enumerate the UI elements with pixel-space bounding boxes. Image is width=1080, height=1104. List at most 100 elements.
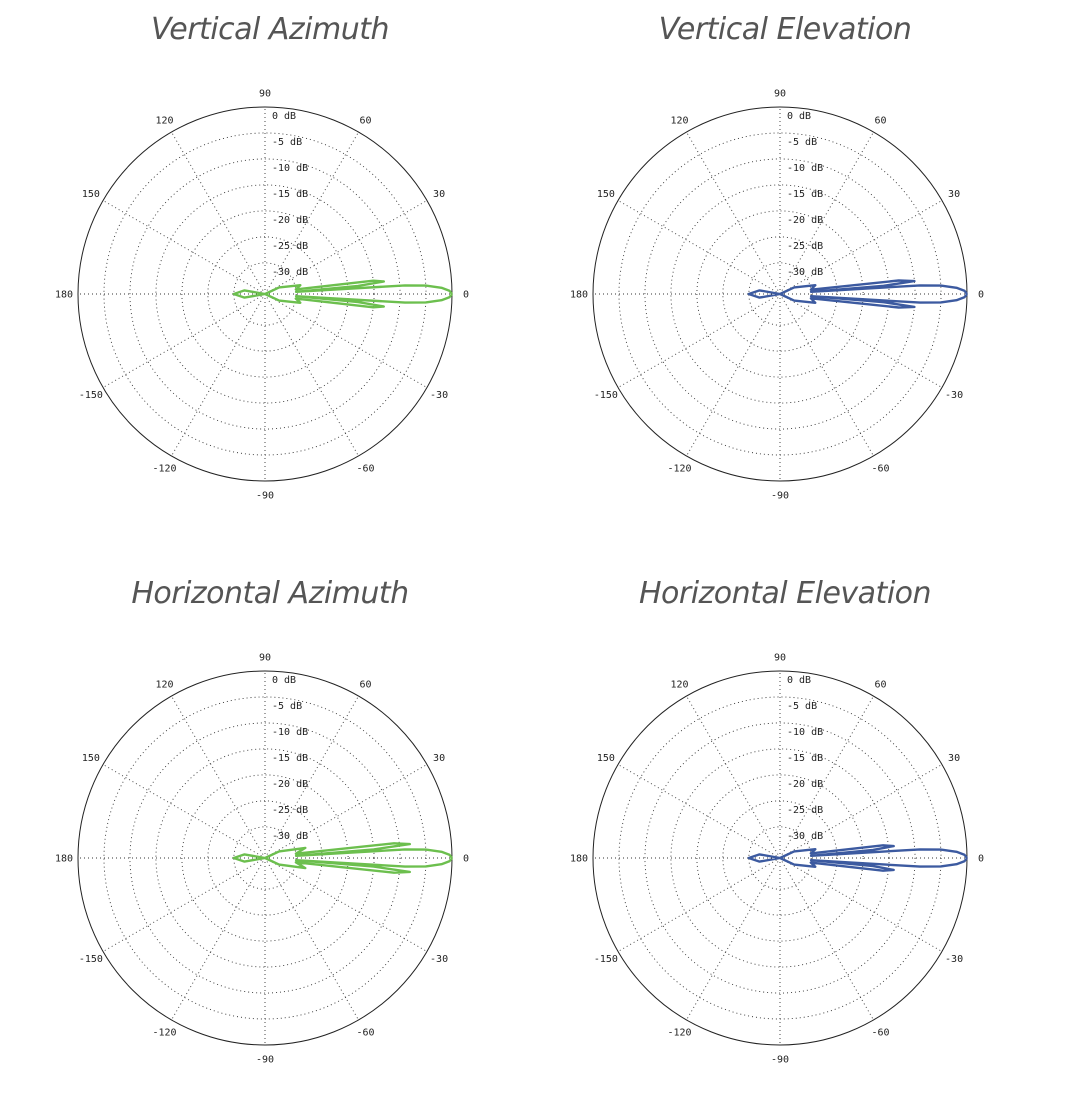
angle-tick-label: 60: [874, 679, 886, 690]
angle-tick-label: 60: [874, 115, 886, 126]
grid-spoke: [617, 293, 781, 388]
radial-tick-label: -5 dB: [272, 137, 302, 148]
grid-ring: [181, 210, 349, 378]
grid-ring: [233, 826, 297, 890]
grid-ring: [207, 800, 323, 916]
radial-tick-label: -30 dB: [787, 267, 823, 278]
radial-tick-label: 0 dB: [272, 675, 296, 686]
grid-spoke: [617, 764, 781, 859]
grid-ring: [233, 262, 297, 326]
grid-spoke: [779, 293, 943, 388]
angle-tick-label: 180: [55, 854, 73, 865]
angle-tick-label: -120: [667, 464, 691, 475]
angle-tick-label: 30: [433, 753, 445, 764]
grid-spoke: [617, 857, 781, 952]
angle-tick-label: -30: [430, 954, 448, 965]
chart-panel-vertical-elevation: Vertical Elevation 90 60 30 0 -30 -60 -90 -120 -…: [515, 0, 1055, 540]
chart-title: Horizontal Elevation: [638, 576, 932, 611]
radial-tick-label: -10 dB: [272, 163, 308, 174]
grid-ring: [722, 236, 838, 352]
radial-tick-label: -30 dB: [272, 267, 308, 278]
grid-spoke: [102, 857, 266, 952]
angle-tick-label: -30: [945, 954, 963, 965]
radial-tick-label: -10 dB: [787, 163, 823, 174]
radial-tick-label: -5 dB: [787, 137, 817, 148]
grid-ring: [644, 722, 916, 994]
grid-spoke: [617, 200, 781, 295]
angle-tick-label: 0: [463, 854, 469, 865]
radial-tick-label: -15 dB: [272, 753, 308, 764]
angle-tick-label: 0: [978, 854, 984, 865]
angle-tick-label: 30: [433, 189, 445, 200]
grid-ring: [722, 800, 838, 916]
polar-chart-vertical-azimuth: 90 60 30 0 -30 -60 -90 -120 -150 180 150 120 0 dB -5 …: [55, 89, 469, 502]
grid-spoke: [686, 695, 781, 859]
angle-tick-label: -60: [356, 1028, 374, 1039]
chart-panel-horizontal-elevation: Horizontal Elevation 90 60 30 0 -30 -60 -90 -12…: [515, 564, 1055, 1104]
grid-spoke: [171, 131, 266, 295]
grid-spoke: [686, 293, 781, 457]
angle-tick-label: -90: [256, 491, 274, 502]
angle-tick-label: 120: [155, 679, 173, 690]
chart-panel-vertical-azimuth: Vertical Azimuth 90 60 30 0 -30 -60 -90 -120 -15…: [0, 0, 540, 540]
angle-tick-label: -30: [430, 390, 448, 401]
angle-tick-label: 150: [597, 189, 615, 200]
angle-tick-label: 90: [774, 653, 786, 664]
grid-ring: [670, 184, 890, 404]
radial-tick-label: -10 dB: [787, 727, 823, 738]
angle-tick-label: -60: [356, 464, 374, 475]
angle-tick-label: 180: [570, 854, 588, 865]
radial-tick-label: 0 dB: [787, 675, 811, 686]
pattern-trace: [747, 844, 968, 872]
angle-tick-label: -120: [667, 1028, 691, 1039]
radial-tick-label: -20 dB: [787, 215, 823, 226]
grid-ring: [207, 236, 323, 352]
grid-spoke: [102, 293, 266, 388]
radial-tick-label: -20 dB: [272, 779, 308, 790]
radial-tick-label: -15 dB: [787, 189, 823, 200]
grid-ring: [155, 184, 375, 404]
pattern-trace: [232, 279, 453, 309]
angle-tick-label: -120: [152, 1028, 176, 1039]
grid-ring: [696, 210, 864, 378]
angle-tick-label: 0: [463, 290, 469, 301]
grid-spoke: [102, 764, 266, 859]
grid-spoke: [686, 857, 781, 1021]
angle-tick-label: 60: [359, 679, 371, 690]
radial-tick-label: -25 dB: [272, 805, 308, 816]
angle-tick-label: -90: [771, 1055, 789, 1066]
angle-tick-label: 180: [55, 290, 73, 301]
grid-ring: [103, 696, 427, 1020]
angle-tick-label: -60: [871, 1028, 889, 1039]
grid-ring: [618, 696, 942, 1020]
angle-tick-label: 150: [82, 753, 100, 764]
chart-panel-horizontal-azimuth: Horizontal Azimuth 90 60 30 0 -30 -60 -90 -120 -…: [0, 564, 540, 1104]
angle-tick-label: 150: [597, 753, 615, 764]
angle-tick-label: -150: [79, 390, 103, 401]
grid-spoke: [686, 131, 781, 295]
grid-spoke: [779, 857, 943, 952]
grid-spoke: [102, 200, 266, 295]
grid-ring: [670, 748, 890, 968]
angle-tick-label: -150: [594, 390, 618, 401]
radial-tick-label: -25 dB: [787, 805, 823, 816]
pattern-trace: [232, 842, 453, 874]
polar-chart-horizontal-elevation: 90 60 30 0 -30 -60 -90 -120 -150 180 150 120 0 dB -5 …: [570, 653, 984, 1066]
grid-spoke: [171, 695, 266, 859]
chart-title: Vertical Elevation: [658, 12, 912, 47]
radial-tick-label: -30 dB: [787, 831, 823, 842]
angle-tick-label: 90: [774, 89, 786, 100]
angle-tick-label: -30: [945, 390, 963, 401]
grid-spoke: [171, 857, 266, 1021]
radial-tick-label: -30 dB: [272, 831, 308, 842]
radial-tick-label: 0 dB: [787, 111, 811, 122]
angle-tick-label: -150: [79, 954, 103, 965]
angle-tick-label: -60: [871, 464, 889, 475]
chart-title: Vertical Azimuth: [150, 12, 390, 47]
radial-tick-label: -25 dB: [272, 241, 308, 252]
polar-chart-horizontal-azimuth: 90 60 30 0 -30 -60 -90 -120 -150 180 150 120 0 dB -5 …: [55, 653, 469, 1066]
angle-tick-label: 60: [359, 115, 371, 126]
radial-tick-label: -15 dB: [787, 753, 823, 764]
grid-ring: [103, 132, 427, 456]
grid-ring: [696, 774, 864, 942]
